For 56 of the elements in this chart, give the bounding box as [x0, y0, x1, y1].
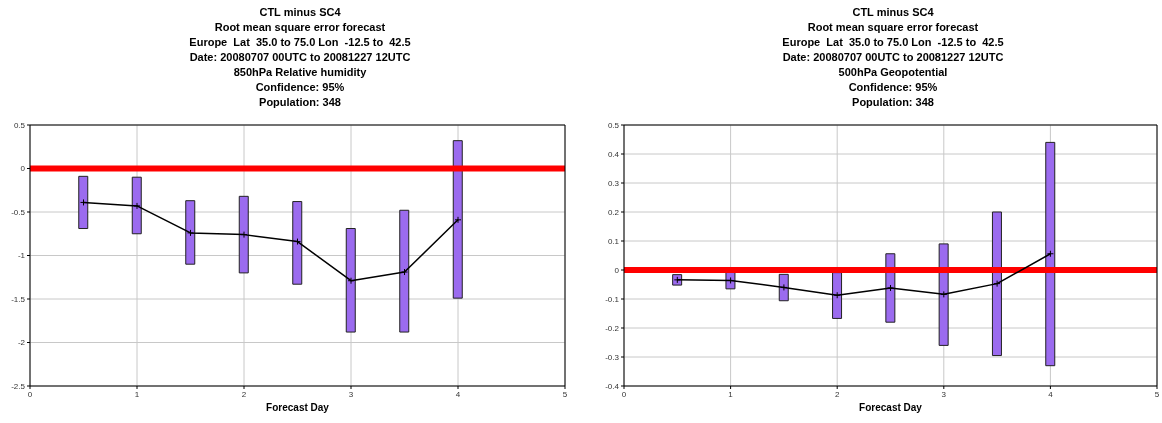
x-tick-label: 1	[134, 389, 140, 399]
y-tick-label: -0.1	[605, 294, 620, 304]
y-tick-label: 0.2	[607, 207, 620, 217]
point	[940, 290, 948, 298]
x-tick-label: 4	[455, 389, 461, 399]
y-tick-label: 0.4	[607, 149, 620, 159]
bar	[238, 195, 249, 274]
x-tick-label: 5	[562, 389, 568, 399]
x-tick-label: 3	[941, 389, 947, 399]
bar	[78, 175, 89, 230]
x-tick-label: 1	[728, 389, 734, 399]
x-axis-title: Forecast Day	[859, 402, 923, 413]
y-tick-label: 0.5	[13, 120, 26, 130]
point	[833, 291, 841, 299]
point	[133, 202, 141, 210]
x-tick-label: 0	[621, 389, 627, 399]
y-tick-label: 0.1	[607, 236, 620, 246]
chart-title: CTL minus SC4	[851, 5, 935, 20]
y-tick-label: -0.3	[605, 352, 620, 362]
bar	[292, 201, 303, 285]
y-tick-label: -1	[17, 251, 26, 261]
x-tick-label: 0	[27, 389, 33, 399]
x-tick-label: 2	[834, 389, 840, 399]
bar	[399, 209, 410, 333]
y-tick-label: 0.3	[607, 178, 620, 188]
point	[187, 229, 194, 237]
x-tick-label: 4	[1048, 389, 1054, 399]
bar	[938, 243, 949, 346]
y-tick-label: 0	[20, 164, 26, 174]
bar	[345, 228, 356, 333]
point	[294, 238, 301, 246]
y-tick-label: -0.2	[605, 323, 620, 333]
x-axis-title: Forecast Day	[266, 402, 330, 413]
x-tick-label: 5	[1154, 389, 1160, 399]
y-tick-label: 0	[614, 265, 620, 275]
y-tick-label: -2	[17, 338, 26, 348]
point	[401, 268, 408, 276]
bar	[1045, 141, 1056, 367]
chart-subtitle: Root mean square error forecast Europe Lat 35.0 to 75.0 Lon -12.5 to 42.5 Date: 20080707 00UTC to 20081227 12UTC 500hPa Geopotential Confidence: 95% Population: 348	[781, 20, 1005, 110]
point	[347, 277, 355, 285]
bar	[131, 176, 142, 235]
y-tick-label: 0.5	[607, 120, 620, 130]
x-tick-label: 3	[348, 389, 354, 399]
y-tick-label: -2.5	[11, 381, 26, 391]
point	[993, 280, 1001, 288]
y-tick-label: -1.5	[11, 294, 26, 304]
y-tick-label: -0.5	[11, 207, 26, 217]
bar	[185, 200, 196, 265]
chart-subtitle: Root mean square error forecast Europe Lat 35.0 to 75.0 Lon -12.5 to 42.5 Date: 20080707 00UTC to 20081227 12UTC 850hPa Relative humidity Confidence: 95% Population: 348	[188, 20, 412, 110]
bar	[832, 272, 843, 319]
chart-title: CTL minus SC4	[258, 5, 342, 20]
y-tick-label: -0.4	[605, 381, 620, 391]
x-tick-label: 2	[241, 389, 247, 399]
bar	[991, 211, 1002, 357]
bar	[452, 140, 463, 299]
point	[240, 231, 248, 239]
